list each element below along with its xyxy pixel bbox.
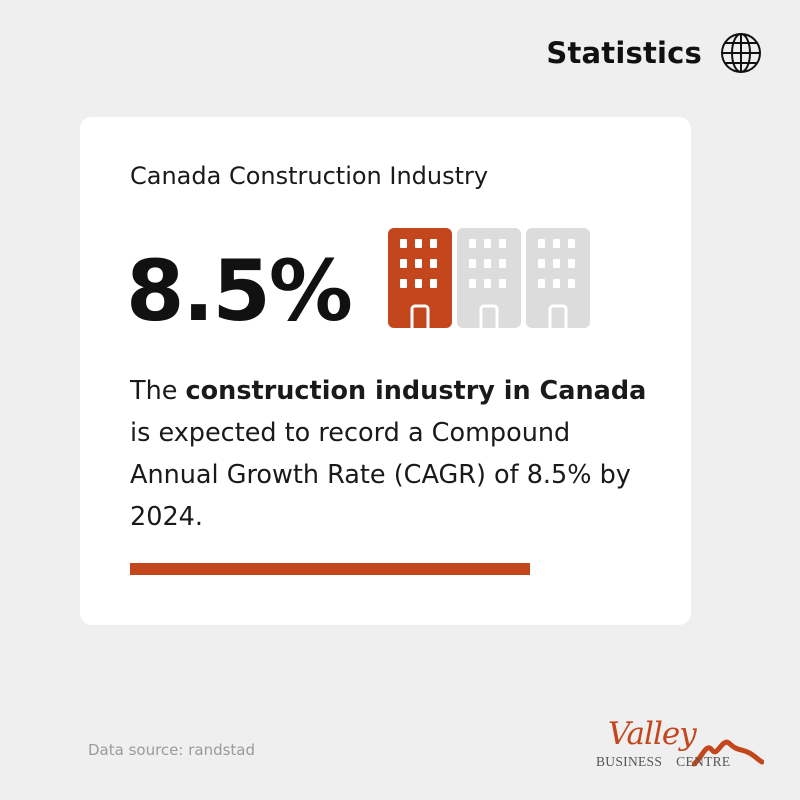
building-highlighted-icon [388,228,452,328]
logo-tagline-right: CENTRE [676,754,731,769]
logo-tagline-left: BUSINESS [596,754,663,769]
globe-icon [721,33,761,73]
logo-tagline: BUSINESS CENTRE [596,754,730,770]
header-title: Statistics [546,36,702,70]
building-muted-icon [526,228,590,328]
desc-bold: construction industry in Canada [185,376,647,406]
buildings-graphic [387,227,592,329]
card-title: Canada Construction Industry [130,162,489,190]
desc-text: is expected to record a Compound Annual … [130,418,631,532]
header: Statistics [546,32,762,74]
logo-wordmark: Valley [608,716,697,752]
mountain-icon [692,739,764,767]
building-muted-icon [457,228,521,328]
data-source: Data source: randstad [88,741,256,759]
stat-card: Canada Construction Industry 8.5% [80,117,691,625]
valley-logo: Valley BUSINESS CENTRE [596,716,776,776]
accent-bar [130,563,530,575]
desc-text: The [130,376,186,406]
stat-value: 8.5% [126,242,353,340]
stat-description: The construction industry in Canada is e… [130,370,650,538]
